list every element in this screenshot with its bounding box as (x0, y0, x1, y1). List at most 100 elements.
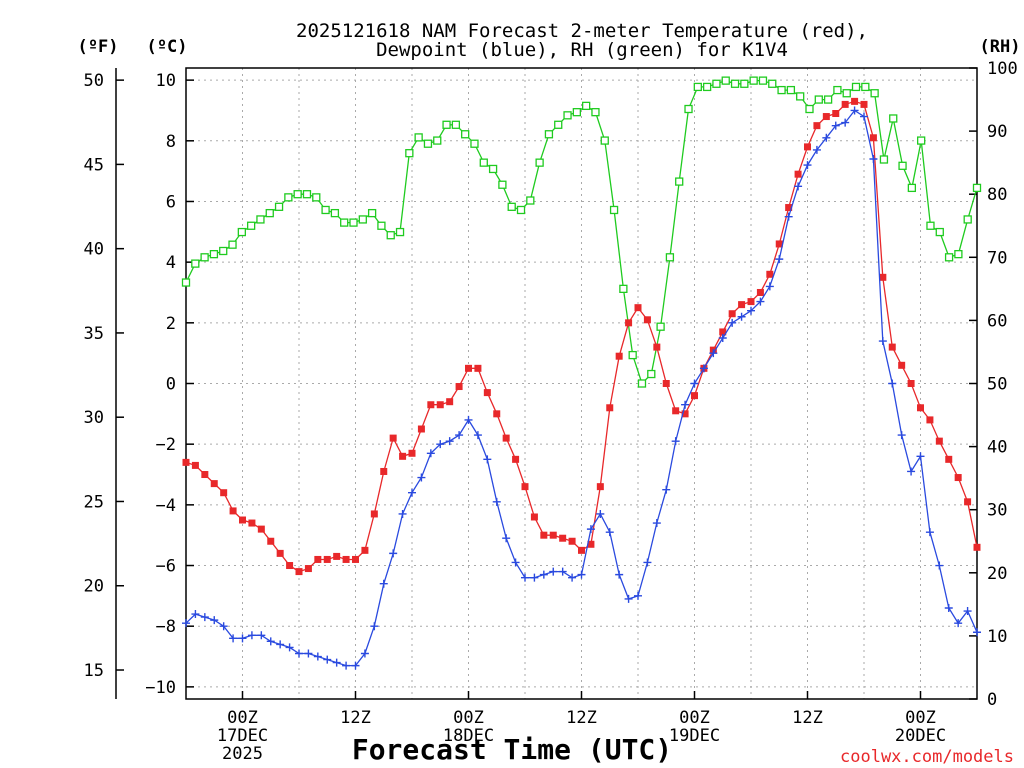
dewpoint-point (455, 431, 464, 440)
rh-point (451, 120, 461, 129)
rh-point (898, 161, 907, 170)
rh-point (181, 278, 191, 287)
dewpoint-point (841, 118, 850, 127)
rh-point (498, 180, 507, 189)
time-tick-label: 00Z (453, 708, 484, 728)
dewpoint-point (954, 619, 963, 628)
rh-point (479, 158, 488, 167)
rh-tick-label: 20 (987, 564, 1007, 584)
dewpoint-point (897, 431, 906, 440)
dewpoint-point (737, 312, 746, 321)
rh-point (246, 221, 256, 230)
dewpoint-point (276, 640, 285, 649)
rh-point (889, 114, 898, 123)
dewpoint-point (944, 603, 953, 612)
dewpoint-point (426, 449, 435, 458)
dewpoint-point (794, 182, 803, 191)
rh-point (842, 89, 851, 98)
dewpoint-point (605, 528, 614, 537)
temperature-point (455, 383, 463, 391)
dewpoint-point (191, 610, 200, 619)
dewpoint-point (577, 570, 586, 579)
rh-point (274, 202, 284, 211)
rh-point (554, 120, 563, 129)
dewpoint-point (907, 467, 916, 476)
temperature-point (559, 534, 567, 542)
temperature-point (869, 134, 877, 142)
dewpoint-point (398, 509, 407, 518)
rh-point (302, 190, 312, 199)
grid-vertical (242, 68, 921, 699)
rh-point (256, 215, 265, 224)
temperature-point (427, 401, 435, 409)
rh-point (712, 79, 721, 88)
rh-point (637, 379, 647, 388)
rh-point (944, 253, 954, 262)
dewpoint-point (596, 509, 605, 518)
rh-point (917, 136, 926, 145)
dewpoint-point (822, 133, 831, 142)
temperature-point (785, 204, 793, 212)
dewpoint-point (803, 161, 812, 170)
temperature-point (973, 543, 981, 551)
rh-point (600, 136, 609, 145)
rh-point (963, 215, 972, 224)
dewpoint-point (869, 155, 878, 164)
dewpoint-point (229, 634, 238, 643)
temperature-point (935, 437, 943, 445)
rh-point (488, 164, 498, 174)
dewpoint-point (624, 594, 633, 603)
dewpoint-point (247, 631, 256, 640)
dewpoint-point (662, 485, 671, 494)
rh-point (377, 221, 386, 230)
rh-point (312, 193, 321, 202)
rh-point (656, 322, 665, 331)
temperature-point (719, 328, 727, 336)
rh-point (265, 208, 274, 218)
rh-point (777, 85, 786, 95)
celsius-tick-label: −4 (156, 496, 176, 516)
rh-point (228, 240, 237, 249)
dewpoint-point (473, 431, 482, 440)
temperature-point (587, 540, 595, 548)
rh-point (395, 227, 405, 237)
rh-point (433, 136, 442, 145)
temperature-point (625, 319, 633, 327)
dewpoint-point (530, 573, 539, 582)
dewpoint-point (257, 631, 266, 640)
rh-tick-label: 80 (987, 185, 1007, 205)
temperature-point (323, 555, 331, 563)
temperature-point (954, 474, 962, 482)
dewpoint-point (963, 607, 972, 616)
dewpoint-point (765, 282, 774, 291)
rh-point (582, 101, 591, 111)
dewpoint-point (860, 112, 868, 121)
celsius-tick-label: −8 (156, 617, 176, 637)
rh-point (405, 149, 414, 158)
x-axis-label: Forecast Time (UTC) (352, 733, 672, 766)
chart-title-line2: Dewpoint (blue), RH (green) for K1V4 (376, 39, 788, 61)
time-tick-label: 19DEC (669, 726, 720, 746)
rh-point (740, 79, 749, 88)
dewpoint-point (973, 628, 981, 637)
rh-point (814, 95, 823, 104)
temperature-point (775, 240, 783, 248)
rh-point (442, 120, 451, 129)
dewpoint-point (351, 661, 360, 670)
unit-label-celsius: (ºC) (147, 37, 188, 57)
temperature-point (512, 455, 520, 463)
rh-tick-label: 50 (987, 375, 1007, 395)
rh-point (461, 130, 470, 139)
temperature-point (417, 425, 425, 433)
rh-tick-label: 10 (987, 627, 1007, 647)
celsius-tick-label: 4 (166, 253, 176, 273)
temperature-point (606, 404, 614, 412)
rh-point (833, 85, 842, 95)
temperature-point (257, 525, 265, 533)
rh-point (870, 89, 879, 98)
dewpoint-point (464, 415, 473, 424)
dewpoint-point (784, 212, 793, 221)
dewpoint-point (492, 497, 501, 506)
dewpoint-point (671, 437, 680, 446)
